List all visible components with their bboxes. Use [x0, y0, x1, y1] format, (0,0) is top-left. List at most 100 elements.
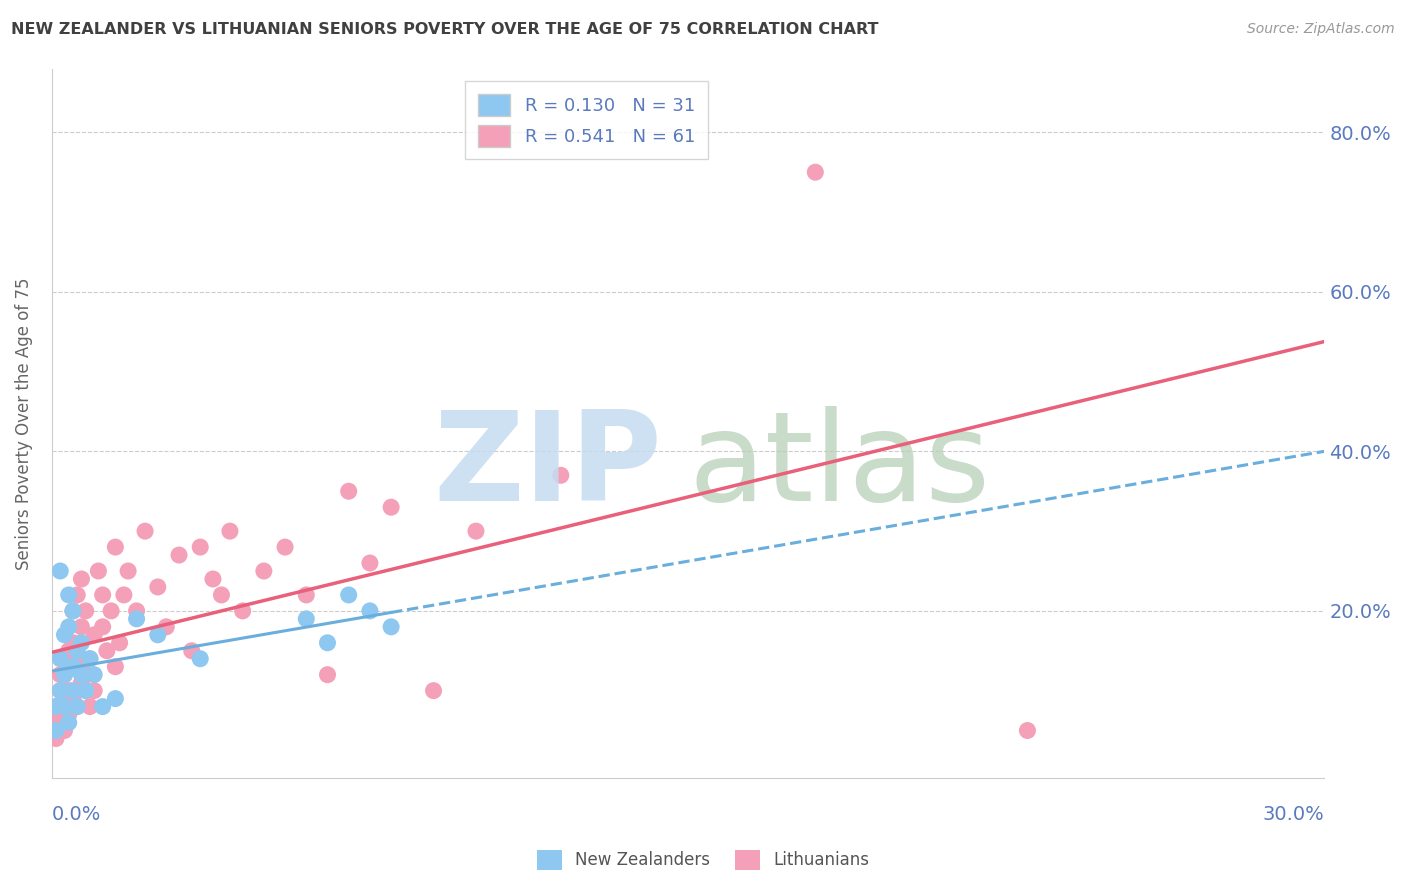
Point	[62, 636, 84, 650]
Text: NEW ZEALANDER VS LITHUANIAN SENIORS POVERTY OVER THE AGE OF 75 CORRELATION CHART: NEW ZEALANDER VS LITHUANIAN SENIORS POVE…	[11, 22, 879, 37]
Point	[66, 651, 89, 665]
Point	[422, 683, 444, 698]
Point	[58, 707, 80, 722]
Point	[49, 707, 72, 722]
Point	[83, 628, 105, 642]
Point	[1017, 723, 1039, 738]
Point	[359, 604, 381, 618]
Point	[79, 699, 101, 714]
Point	[53, 699, 76, 714]
Point	[804, 165, 827, 179]
Point	[91, 620, 114, 634]
Point	[62, 659, 84, 673]
Point	[45, 699, 67, 714]
Point	[79, 651, 101, 665]
Point	[108, 636, 131, 650]
Point	[96, 644, 118, 658]
Point	[295, 612, 318, 626]
Point	[188, 651, 211, 665]
Point	[112, 588, 135, 602]
Point	[232, 604, 254, 618]
Point	[201, 572, 224, 586]
Point	[75, 683, 97, 698]
Text: ZIP: ZIP	[434, 406, 662, 526]
Point	[79, 651, 101, 665]
Point	[45, 731, 67, 746]
Point	[316, 667, 339, 681]
Point	[58, 715, 80, 730]
Point	[380, 500, 402, 515]
Point	[53, 628, 76, 642]
Point	[337, 484, 360, 499]
Point	[104, 659, 127, 673]
Point	[49, 667, 72, 681]
Point	[66, 644, 89, 658]
Point	[337, 588, 360, 602]
Point	[62, 604, 84, 618]
Point	[66, 588, 89, 602]
Point	[70, 636, 93, 650]
Point	[53, 667, 76, 681]
Point	[53, 723, 76, 738]
Point	[146, 628, 169, 642]
Point	[125, 612, 148, 626]
Point	[70, 667, 93, 681]
Point	[49, 683, 72, 698]
Point	[274, 540, 297, 554]
Point	[253, 564, 276, 578]
Point	[62, 659, 84, 673]
Point	[550, 468, 572, 483]
Point	[45, 715, 67, 730]
Point	[53, 667, 76, 681]
Point	[58, 588, 80, 602]
Point	[209, 588, 232, 602]
Point	[58, 644, 80, 658]
Point	[70, 620, 93, 634]
Point	[188, 540, 211, 554]
Point	[58, 683, 80, 698]
Point	[62, 691, 84, 706]
Legend: R = 0.130   N = 31, R = 0.541   N = 61: R = 0.130 N = 31, R = 0.541 N = 61	[465, 81, 707, 160]
Point	[49, 683, 72, 698]
Point	[49, 651, 72, 665]
Point	[83, 667, 105, 681]
Point	[316, 636, 339, 650]
Text: 0.0%: 0.0%	[52, 805, 101, 824]
Point	[167, 548, 190, 562]
Point	[155, 620, 177, 634]
Point	[91, 588, 114, 602]
Point	[49, 564, 72, 578]
Point	[45, 699, 67, 714]
Point	[66, 699, 89, 714]
Point	[180, 644, 202, 658]
Text: atlas: atlas	[688, 406, 990, 526]
Point	[465, 524, 488, 538]
Point	[91, 699, 114, 714]
Y-axis label: Seniors Poverty Over the Age of 75: Seniors Poverty Over the Age of 75	[15, 277, 32, 570]
Point	[104, 691, 127, 706]
Point	[87, 564, 110, 578]
Point	[125, 604, 148, 618]
Point	[62, 683, 84, 698]
Point	[146, 580, 169, 594]
Point	[58, 620, 80, 634]
Point	[66, 699, 89, 714]
Point	[359, 556, 381, 570]
Point	[62, 604, 84, 618]
Point	[117, 564, 139, 578]
Point	[134, 524, 156, 538]
Point	[83, 683, 105, 698]
Point	[295, 588, 318, 602]
Point	[70, 675, 93, 690]
Point	[100, 604, 122, 618]
Text: 30.0%: 30.0%	[1263, 805, 1324, 824]
Text: Source: ZipAtlas.com: Source: ZipAtlas.com	[1247, 22, 1395, 37]
Point	[75, 604, 97, 618]
Point	[53, 699, 76, 714]
Legend: New Zealanders, Lithuanians: New Zealanders, Lithuanians	[530, 843, 876, 877]
Point	[70, 572, 93, 586]
Point	[104, 540, 127, 554]
Point	[219, 524, 242, 538]
Point	[380, 620, 402, 634]
Point	[45, 723, 67, 738]
